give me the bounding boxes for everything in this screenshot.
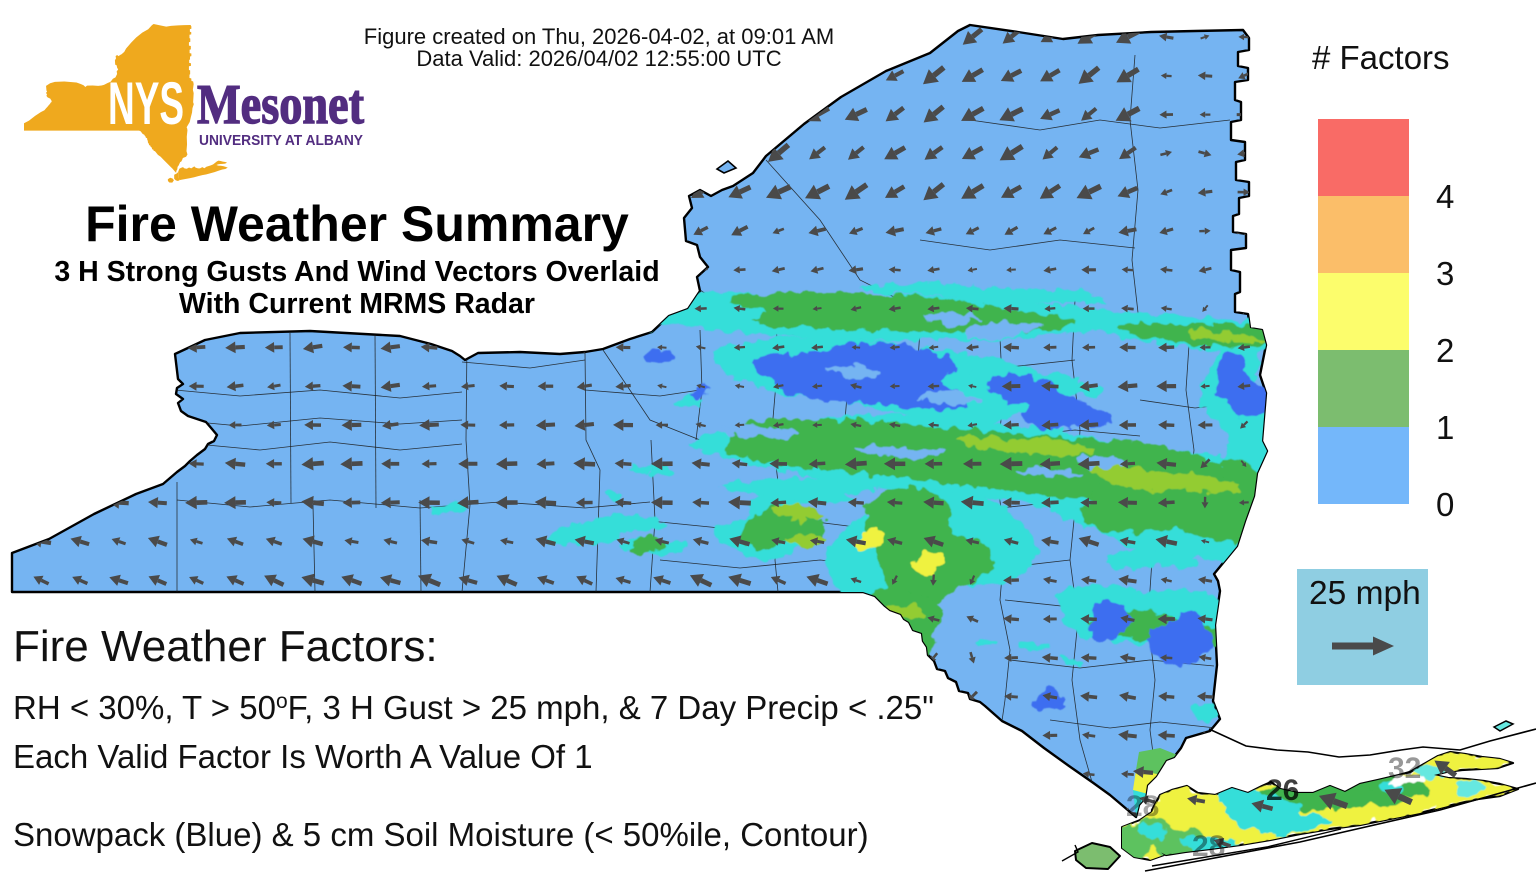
svg-text:Snowpack (Blue) & 5 cm Soil Mo: Snowpack (Blue) & 5 cm Soil Moisture (< … xyxy=(13,816,869,853)
svg-text:NYS: NYS xyxy=(108,70,184,137)
svg-text:RH < 30%, T > 50oF, 3 H Gust >: RH < 30%, T > 50oF, 3 H Gust > 25 mph, &… xyxy=(13,689,934,726)
svg-text:Fire Weather Factors:: Fire Weather Factors: xyxy=(13,622,438,671)
svg-text:With Current MRMS Radar: With Current MRMS Radar xyxy=(179,288,535,320)
svg-text:UNIVERSITY AT ALBANY: UNIVERSITY AT ALBANY xyxy=(199,132,363,149)
svg-text:0: 0 xyxy=(1436,486,1454,523)
svg-text:2: 2 xyxy=(1436,332,1454,369)
svg-text:Each Valid Factor Is Worth A V: Each Valid Factor Is Worth A Value Of 1 xyxy=(13,738,593,775)
svg-text:26: 26 xyxy=(1266,774,1299,807)
svg-text:32: 32 xyxy=(1388,752,1421,785)
svg-text:3: 3 xyxy=(1436,255,1454,292)
svg-text:4: 4 xyxy=(1436,178,1454,215)
svg-text:25 mph: 25 mph xyxy=(1309,575,1421,612)
svg-text:# Factors: # Factors xyxy=(1312,39,1450,76)
svg-text:28: 28 xyxy=(1192,830,1225,863)
svg-text:Figure created on Thu, 2026-04: Figure created on Thu, 2026-04-02, at 09… xyxy=(364,24,834,49)
svg-text:28: 28 xyxy=(1126,790,1159,823)
svg-text:3 H Strong Gusts And Wind Vect: 3 H Strong Gusts And Wind Vectors Overla… xyxy=(54,256,659,288)
svg-text:Mesonet: Mesonet xyxy=(197,74,364,136)
svg-text:1: 1 xyxy=(1436,409,1454,446)
svg-text:Data Valid: 2026/04/02 12:55:0: Data Valid: 2026/04/02 12:55:00 UTC xyxy=(416,46,781,71)
svg-text:Fire Weather Summary: Fire Weather Summary xyxy=(85,196,629,252)
